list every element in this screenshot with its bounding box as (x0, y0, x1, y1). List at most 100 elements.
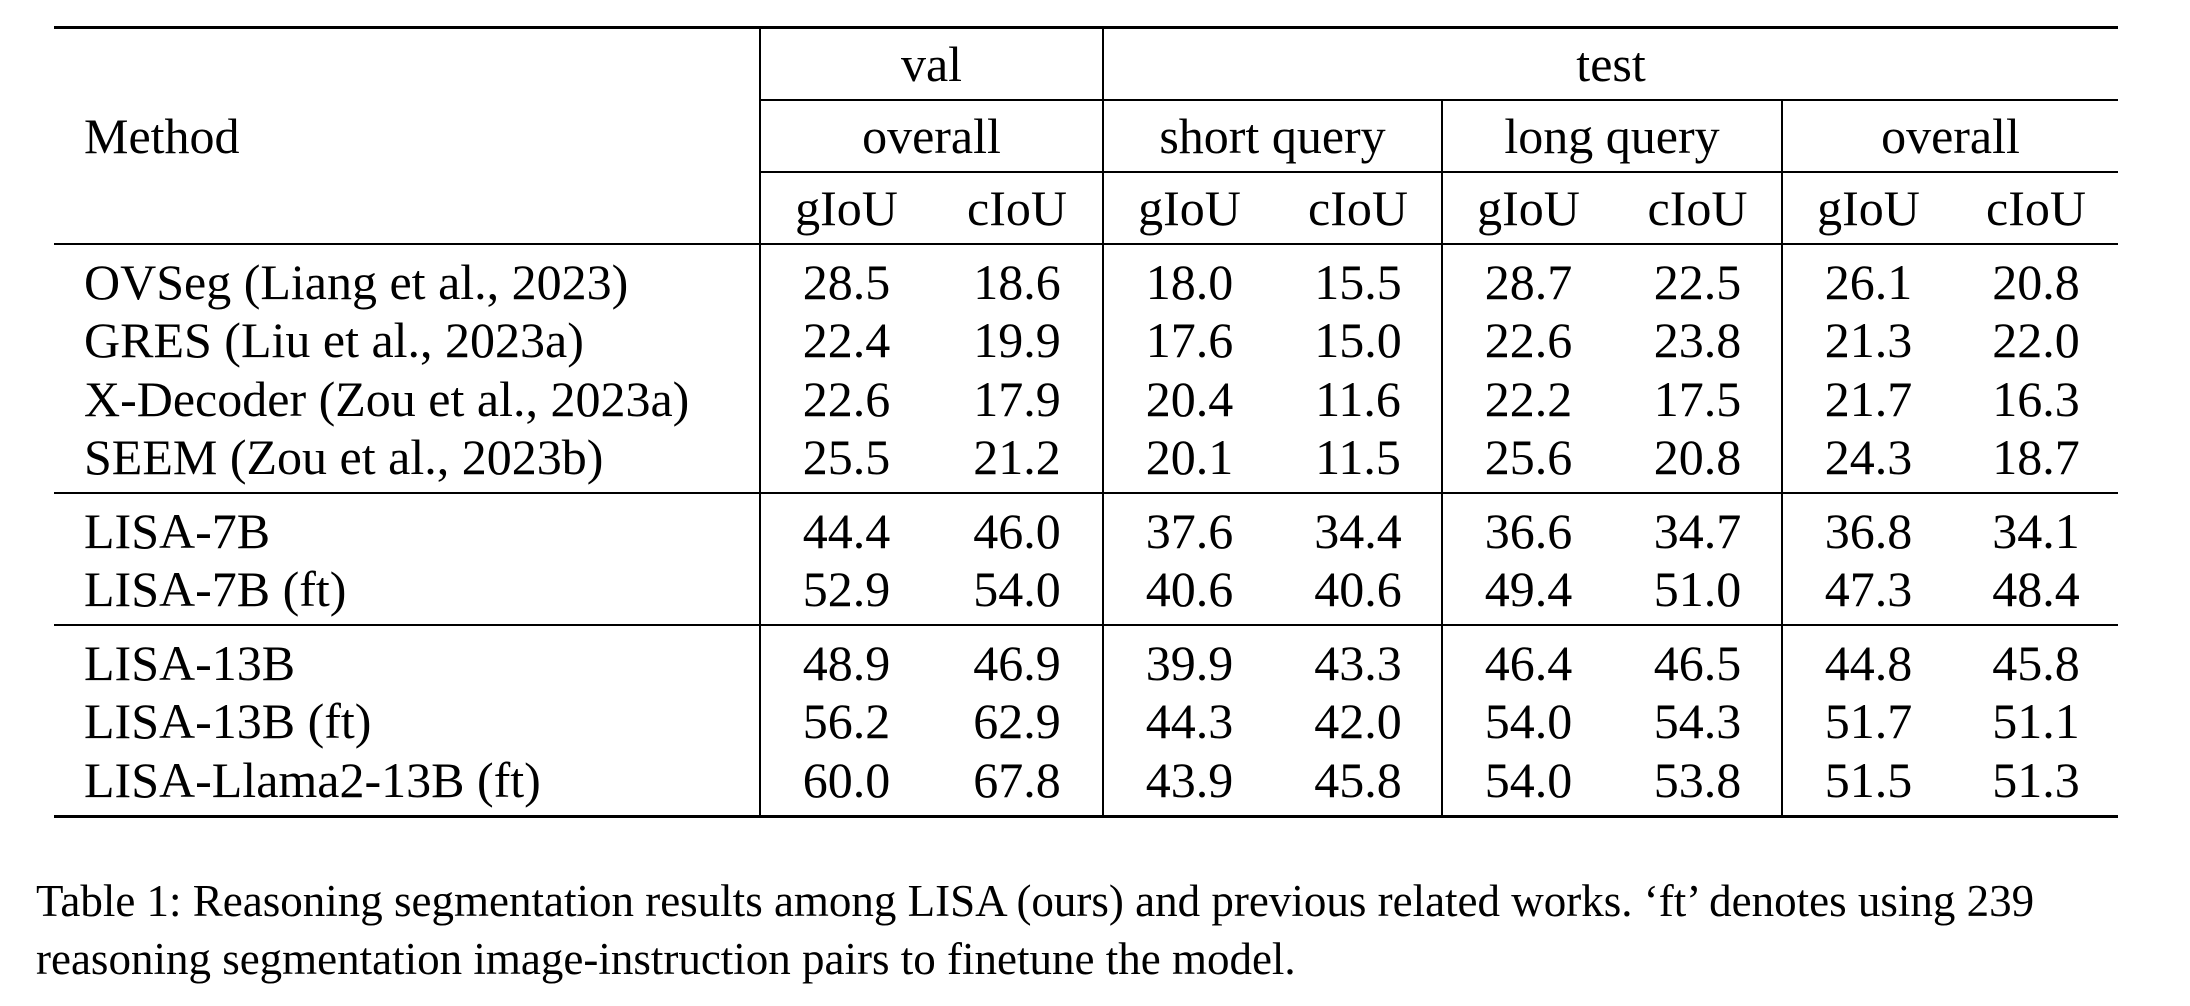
metric-value: 40.6 (1275, 560, 1442, 626)
table-caption: Table 1: Reasoning segmentation results … (36, 876, 2035, 984)
metric-value: 36.6 (1441, 493, 1614, 560)
metric-value: 19.9 (973, 312, 1061, 369)
metric-value: 51.7 (1781, 692, 1954, 751)
metric-value: 46.0 (973, 503, 1061, 559)
metric-value: 45.8 (1275, 750, 1442, 818)
metric-value: 51.5 (1781, 750, 1954, 818)
metric-value: 45.8 (1992, 635, 2080, 691)
metric-value: 51.1 (1992, 693, 2080, 750)
method-name: LISA-Llama2-13B (ft) (54, 750, 760, 818)
metric-value: 39.9 (1102, 625, 1275, 692)
metric-value: 24.3 (1781, 428, 1954, 494)
metric-value: 28.5 (759, 244, 932, 311)
metric-value: 56.2 (759, 692, 932, 751)
table-body: OVSeg (Liang et al., 2023) 28.5 18.6 18.0 15… (54, 244, 2119, 818)
metric-value: 21.7 (1781, 369, 1954, 428)
metric-value: 26.1 (1781, 244, 1954, 311)
metric-value: 22.4 (759, 311, 932, 370)
metric-value: 67.8 (932, 750, 1103, 818)
metric-value: 51.3 (1954, 750, 2119, 818)
metric-value: 44.3 (1102, 692, 1275, 751)
metric-value: 20.4 (1102, 369, 1275, 428)
metric-value: 42.0 (1314, 693, 1402, 750)
metric-value: 46.4 (1441, 625, 1614, 692)
metric-value: 25.5 (759, 428, 932, 494)
metric-value: 54.3 (1653, 693, 1742, 750)
metric-value: 22.2 (1441, 369, 1614, 428)
metric-value: 16.3 (1992, 370, 2080, 427)
metric-value: 43.9 (1102, 750, 1275, 818)
metric-header: cIoU (932, 172, 1103, 245)
metric-value: 52.9 (759, 560, 932, 626)
metric-header: gIoU (1781, 172, 1954, 245)
metric-value: 21.2 (932, 428, 1103, 494)
table-header: Method val test overall short query long… (54, 26, 2119, 245)
metric-value: 18.6 (973, 254, 1061, 310)
method-header: Method (54, 26, 760, 245)
table-row: LISA-7B (ft) 52.9 54.0 40.6 40.6 49.4 51.0 47.3… (54, 560, 2119, 626)
metric-value: 20.1 (1102, 428, 1275, 494)
metric-value: 28.7 (1441, 244, 1614, 311)
method-name: LISA-7B (84, 503, 271, 559)
metric-value: 51.0 (1614, 560, 1782, 626)
metric-value: 17.5 (1653, 370, 1742, 427)
metric-value: 48.9 (759, 625, 932, 692)
metric-value: 54.0 (1441, 750, 1614, 818)
metric-value: 22.0 (1992, 312, 2080, 369)
metric-value: 17.6 (1102, 311, 1275, 370)
metric-value: 15.5 (1314, 254, 1402, 310)
metric-value: 23.8 (1653, 312, 1742, 369)
metric-value: 62.9 (973, 693, 1061, 750)
table-row: LISA-13B (ft) 56.2 62.9 44.3 42.0 54.0 54.3 51.… (54, 692, 2118, 751)
val-header: val (759, 26, 1103, 101)
method-name: SEEM (Zou et al., 2023b) (54, 428, 760, 494)
metric-header: cIoU (1954, 172, 2119, 245)
table-row: SEEM (Zou et al., 2023b) 25.5 21.2 20.1 11.5… (54, 428, 2119, 494)
table-row: GRES (Liu et al., 2023a) 22.4 19.9 17.6 15.0… (54, 311, 2118, 370)
metric-value: 46.5 (1653, 635, 1742, 691)
metric-value: 54.0 (1441, 692, 1614, 751)
method-name: LISA-13B (84, 635, 296, 691)
metric-header: gIoU (759, 172, 932, 245)
metric-value: 21.3 (1781, 311, 1954, 370)
metric-value: 20.8 (1614, 428, 1782, 494)
metric-value: 47.3 (1781, 560, 1954, 626)
metric-value: 36.8 (1781, 493, 1954, 560)
method-name: LISA-13B (ft) (84, 693, 372, 750)
table-row: LISA-7B 44.4 46.0 37.6 34.4 36.6 34.7 36.8 34.1 (54, 493, 2118, 560)
metric-value: 48.4 (1954, 560, 2119, 626)
metric-value: 49.4 (1441, 560, 1614, 626)
metric-value: 53.8 (1614, 750, 1782, 818)
metric-value: 25.6 (1441, 428, 1614, 494)
table-row: LISA-13B 48.9 46.9 39.9 43.3 46.4 46.5 44.8 45.8 (54, 625, 2118, 692)
test-overall-header: overall (1780, 100, 2119, 173)
method-name: OVSeg (Liang et al., 2023) (84, 254, 629, 310)
metric-value: 46.9 (973, 635, 1061, 691)
metric-header: cIoU (1275, 172, 1442, 245)
val-overall-header: overall (759, 100, 1103, 173)
metric-value: 34.1 (1992, 503, 2080, 559)
metric-value: 18.7 (1954, 428, 2119, 494)
metric-value: 60.0 (759, 750, 932, 818)
metric-value: 22.6 (759, 369, 932, 428)
metric-value: 44.4 (759, 493, 932, 560)
metric-value: 11.6 (1315, 370, 1401, 427)
metric-value: 11.5 (1275, 428, 1442, 494)
metric-value: 22.6 (1441, 311, 1614, 370)
table-row: LISA-Llama2-13B (ft) 60.0 67.8 43.9 45.8 54.0… (54, 750, 2119, 818)
metric-value: 34.4 (1314, 503, 1402, 559)
metric-value: 18.0 (1102, 244, 1275, 311)
metric-value: 17.9 (973, 370, 1061, 427)
results-table: Method val test overall short query long… (54, 26, 2119, 818)
metric-value: 34.7 (1653, 503, 1742, 559)
method-name: LISA-7B (ft) (54, 560, 760, 626)
metric-value: 43.3 (1314, 635, 1402, 691)
method-name: X-Decoder (Zou et al., 2023a) (84, 370, 690, 427)
metric-value: 15.0 (1314, 312, 1402, 369)
table-row: X-Decoder (Zou et al., 2023a) 22.6 17.9 20.… (54, 369, 2118, 428)
short-query-header: short query (1102, 100, 1442, 173)
metric-value: 40.6 (1102, 560, 1275, 626)
method-name: GRES (Liu et al., 2023a) (84, 312, 584, 369)
test-header: test (1101, 26, 2119, 101)
metric-header: gIoU (1102, 172, 1275, 245)
